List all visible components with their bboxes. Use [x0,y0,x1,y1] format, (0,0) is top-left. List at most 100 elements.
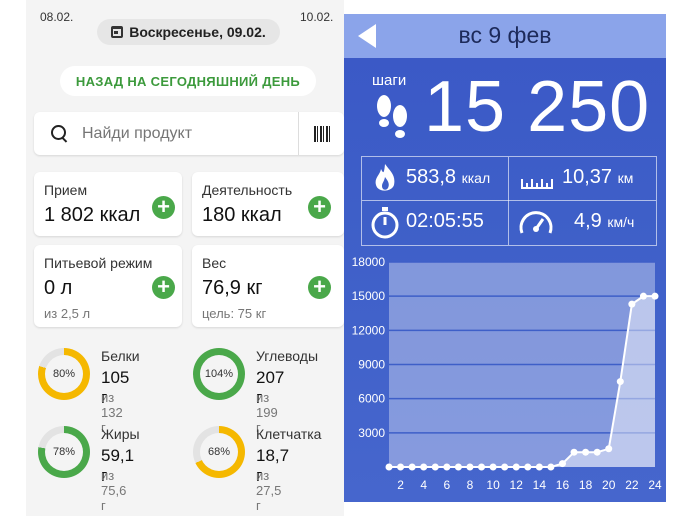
data-point [547,463,555,471]
barcode-icon[interactable] [314,126,332,142]
x-tick-label: 22 [625,478,639,492]
carbs-value: 207 г [256,368,285,407]
fiber-progress-ring: 68% [193,426,245,478]
data-point [570,448,578,456]
data-point [478,463,486,471]
x-tick-label: 4 [420,478,427,492]
back-arrow-icon[interactable] [358,24,376,48]
duration-value: 02:05:55 [406,210,484,232]
protein-value: 105 г [101,368,130,407]
x-tick-label: 20 [602,478,616,492]
stats-divider-v [508,157,509,245]
distance-value: 10,37 [562,166,613,188]
stats-grid: 583,8 ккал 10,37 км 02:05:55 4,9 км/ч [361,156,657,246]
data-point [535,463,543,471]
search-bar [34,112,344,155]
activity-card[interactable]: Деятельность 180 ккал + [192,172,344,236]
calories-value: 583,8 [406,166,457,188]
prev-date[interactable]: 08.02. [40,10,74,24]
data-point [489,463,497,471]
protein-progress-ring: 80% [38,348,90,400]
water-goal: из 2,5 л [44,306,91,321]
x-tick-label: 6 [443,478,450,492]
next-date[interactable]: 10.02. [300,10,334,24]
fiber-goal: из 27,5 г [256,468,282,513]
x-tick-label: 10 [486,478,500,492]
carbs-label: Углеводы [256,348,319,364]
water-card[interactable]: Питьевой режим 0 л из 2,5 л + [34,245,182,327]
data-point [454,463,462,471]
intake-card[interactable]: Прием 1 802 ккал + [34,172,182,236]
y-tick-label: 18000 [352,255,386,269]
add-weight-button[interactable]: + [308,276,331,299]
steps-chart: 18000 15000 12000 9000 6000 3000 2 4 6 8 10 12 14 16 1… [344,254,666,502]
add-intake-button[interactable]: + [152,196,175,219]
food-diary-panel: 08.02. 10.02. Воскресенье, 09.02. НАЗАД … [0,0,344,516]
steps-area [389,296,655,467]
data-point [524,463,532,471]
stats-divider-h [362,200,656,201]
data-point [408,463,416,471]
data-point [420,463,428,471]
data-point [628,300,636,308]
weight-card[interactable]: Вес 76,9 кг цель: 75 кг + [192,245,344,327]
fiber-value: 18,7 г [256,446,290,485]
calories-stat: 583,8 ккал [406,166,490,189]
fat-value: 59,1 г [101,446,135,485]
calories-unit: ккал [461,170,491,186]
protein-label: Белки [101,348,140,364]
speed-unit: км/ч [607,214,635,230]
weight-label: Вес [202,255,227,271]
y-tick-label: 6000 [358,392,385,406]
data-point [466,463,474,471]
water-value: 0 л [44,277,73,299]
carbs-progress-ring: 104% [193,348,245,400]
data-point [385,463,393,471]
x-tick-label: 12 [510,478,524,492]
y-tick-label: 12000 [352,323,386,337]
data-point [443,463,451,471]
distance-stat: 10,37 км [562,166,633,189]
add-water-button[interactable]: + [152,276,175,299]
current-date: Воскресенье, 09.02. [129,24,266,40]
data-point [616,378,624,386]
back-to-today-button[interactable]: НАЗАД НА СЕГОДНЯШНИЙ ДЕНЬ [60,66,316,96]
water-label: Питьевой режим [44,255,153,271]
intake-value: 1 802 ккал [44,204,141,226]
x-tick-label: 8 [467,478,474,492]
data-point [593,448,601,456]
intake-label: Прием [44,182,88,198]
data-point [501,463,509,471]
steps-count: 15 250 [424,67,651,147]
pedometer-panel: вс 9 фев шаги 15 250 583,8 ккал 10,37 км… [344,14,666,502]
data-point [558,460,566,468]
x-tick-label: 16 [556,478,570,492]
carbs-goal: из 199 г [256,390,278,435]
y-tick-label: 3000 [358,426,385,440]
x-tick-label: 24 [648,478,662,492]
search-input[interactable] [80,124,284,144]
data-point [651,292,659,300]
calendar-icon [111,26,124,38]
protein-percent: 80% [45,355,83,393]
fiber-percent: 68% [200,433,238,471]
weight-goal: цель: 75 кг [202,306,267,321]
add-activity-button[interactable]: + [308,196,331,219]
date-picker-button[interactable]: Воскресенье, 09.02. [97,19,280,45]
fat-goal: из 75,6 г [101,468,127,513]
y-tick-label: 15000 [352,289,386,303]
pedometer-date: вс 9 фев [458,22,552,48]
speedometer-icon [519,211,553,234]
data-point [605,445,613,453]
activity-label: Деятельность [202,182,293,198]
search-icon [51,125,66,140]
protein-goal: из 132 г [101,390,123,435]
activity-value: 180 ккал [202,204,282,226]
fiber-label: Клетчатка [256,426,322,442]
y-tick-label: 9000 [358,358,385,372]
data-point [639,292,647,300]
fat-progress-ring: 78% [38,426,90,478]
flame-icon [375,164,395,191]
carbs-percent: 104% [200,355,238,393]
